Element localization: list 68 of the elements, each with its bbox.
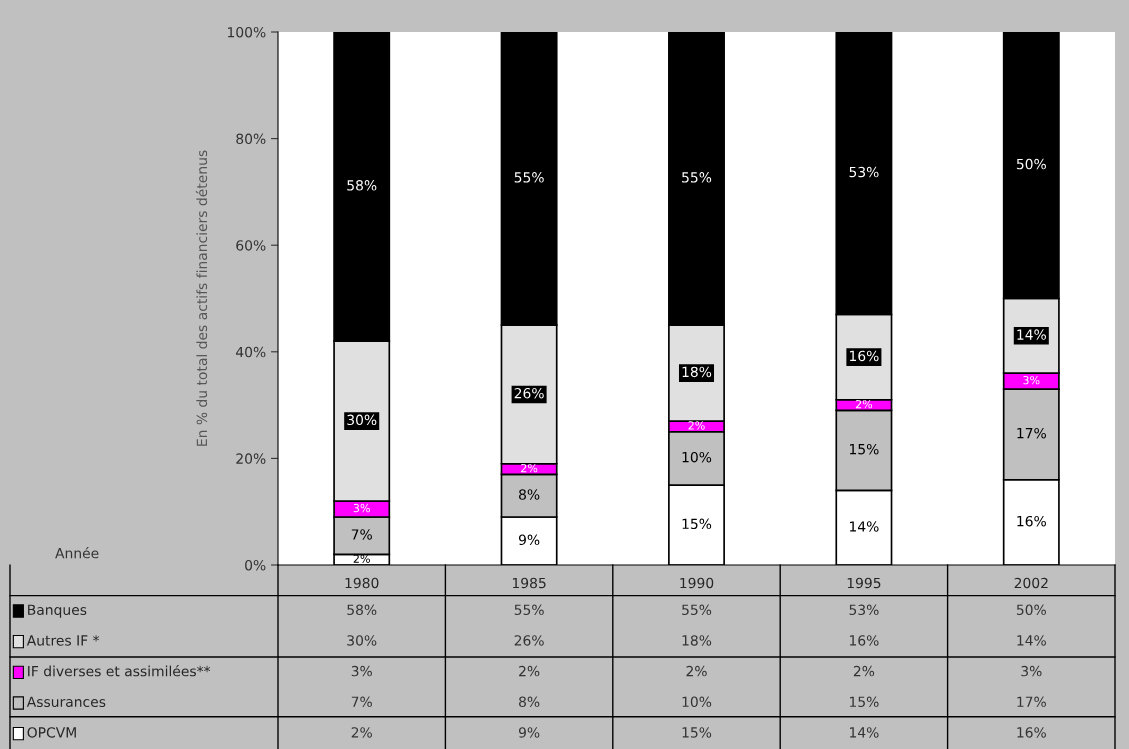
x-tick-label: 1980 (345, 577, 379, 589)
text: 8% (519, 489, 540, 500)
text: 10% (682, 451, 712, 463)
text: 53% (849, 166, 879, 178)
x-tick-label: 2002 (1014, 577, 1048, 589)
legend-label: Banques (28, 604, 87, 618)
y-tick-label: 40% (236, 346, 266, 358)
text: 16% (1017, 515, 1046, 527)
data-label: 2% (853, 665, 875, 677)
text: 2% (521, 463, 538, 473)
data-label: 10% (682, 696, 712, 708)
text: 7% (351, 529, 372, 540)
data-label: 50% (1016, 604, 1046, 616)
text: 14% (849, 521, 879, 532)
text: 55% (682, 172, 712, 183)
data-label: 17% (1017, 696, 1046, 708)
text: 3% (353, 503, 370, 513)
data-label: 15% (849, 696, 879, 708)
text: 14% (1017, 329, 1046, 340)
data-label: 2% (519, 665, 540, 677)
text: 18% (682, 366, 712, 378)
text: 26% (514, 387, 544, 399)
x-tick-label: 1990 (680, 577, 714, 589)
data-label: 2% (351, 727, 372, 738)
text: 55% (514, 172, 544, 183)
data-label: 26% (514, 635, 544, 646)
data-label: 3% (351, 665, 372, 677)
data-label: 58% (347, 604, 377, 616)
y-tick-label: 100% (228, 26, 266, 38)
data-label: 14% (1017, 635, 1046, 646)
legend-label: IF diverses et assimilées** (28, 665, 211, 677)
x-tick-label: 1995 (847, 577, 881, 589)
y-tick-label: 60% (236, 240, 266, 251)
data-label: 9% (518, 727, 540, 738)
data-label: 8% (519, 696, 540, 708)
y-tick-label: 20% (236, 453, 266, 464)
text: 2% (353, 554, 370, 563)
data-label: 18% (682, 635, 712, 646)
text: 30% (347, 414, 377, 426)
text: 15% (682, 518, 712, 530)
legend-label: OPCVM (27, 727, 76, 738)
data-label: 53% (849, 604, 879, 616)
text: 9% (518, 534, 540, 546)
legend-label: Assurances (26, 696, 106, 708)
x-tick-label: 1985 (512, 577, 546, 589)
text: 16% (849, 350, 879, 362)
y-axis-title: En % du total des actifs financiers détenus (195, 150, 208, 446)
data-label: 14% (849, 727, 879, 738)
data-label: 55% (682, 604, 712, 616)
data-label: 16% (1017, 727, 1046, 738)
text: 3% (1023, 375, 1040, 385)
text: 2% (855, 399, 873, 409)
y-tick-label: 0% (245, 559, 266, 571)
data-label: 15% (682, 727, 712, 738)
text: 58% (347, 180, 377, 191)
data-label: 55% (514, 604, 544, 616)
data-label: 3% (1021, 665, 1042, 677)
legend-label: Autres IF * (26, 635, 100, 646)
text: 15% (849, 443, 879, 455)
text: 2% (688, 421, 705, 430)
text: 50% (1016, 158, 1046, 170)
data-label: 2% (686, 665, 707, 677)
text: Année (55, 547, 99, 559)
data-label: 16% (849, 635, 879, 646)
data-label: 30% (347, 635, 377, 646)
y-tick-label: 80% (236, 133, 266, 145)
data-label: 7% (351, 696, 372, 708)
text: 17% (1017, 427, 1046, 439)
